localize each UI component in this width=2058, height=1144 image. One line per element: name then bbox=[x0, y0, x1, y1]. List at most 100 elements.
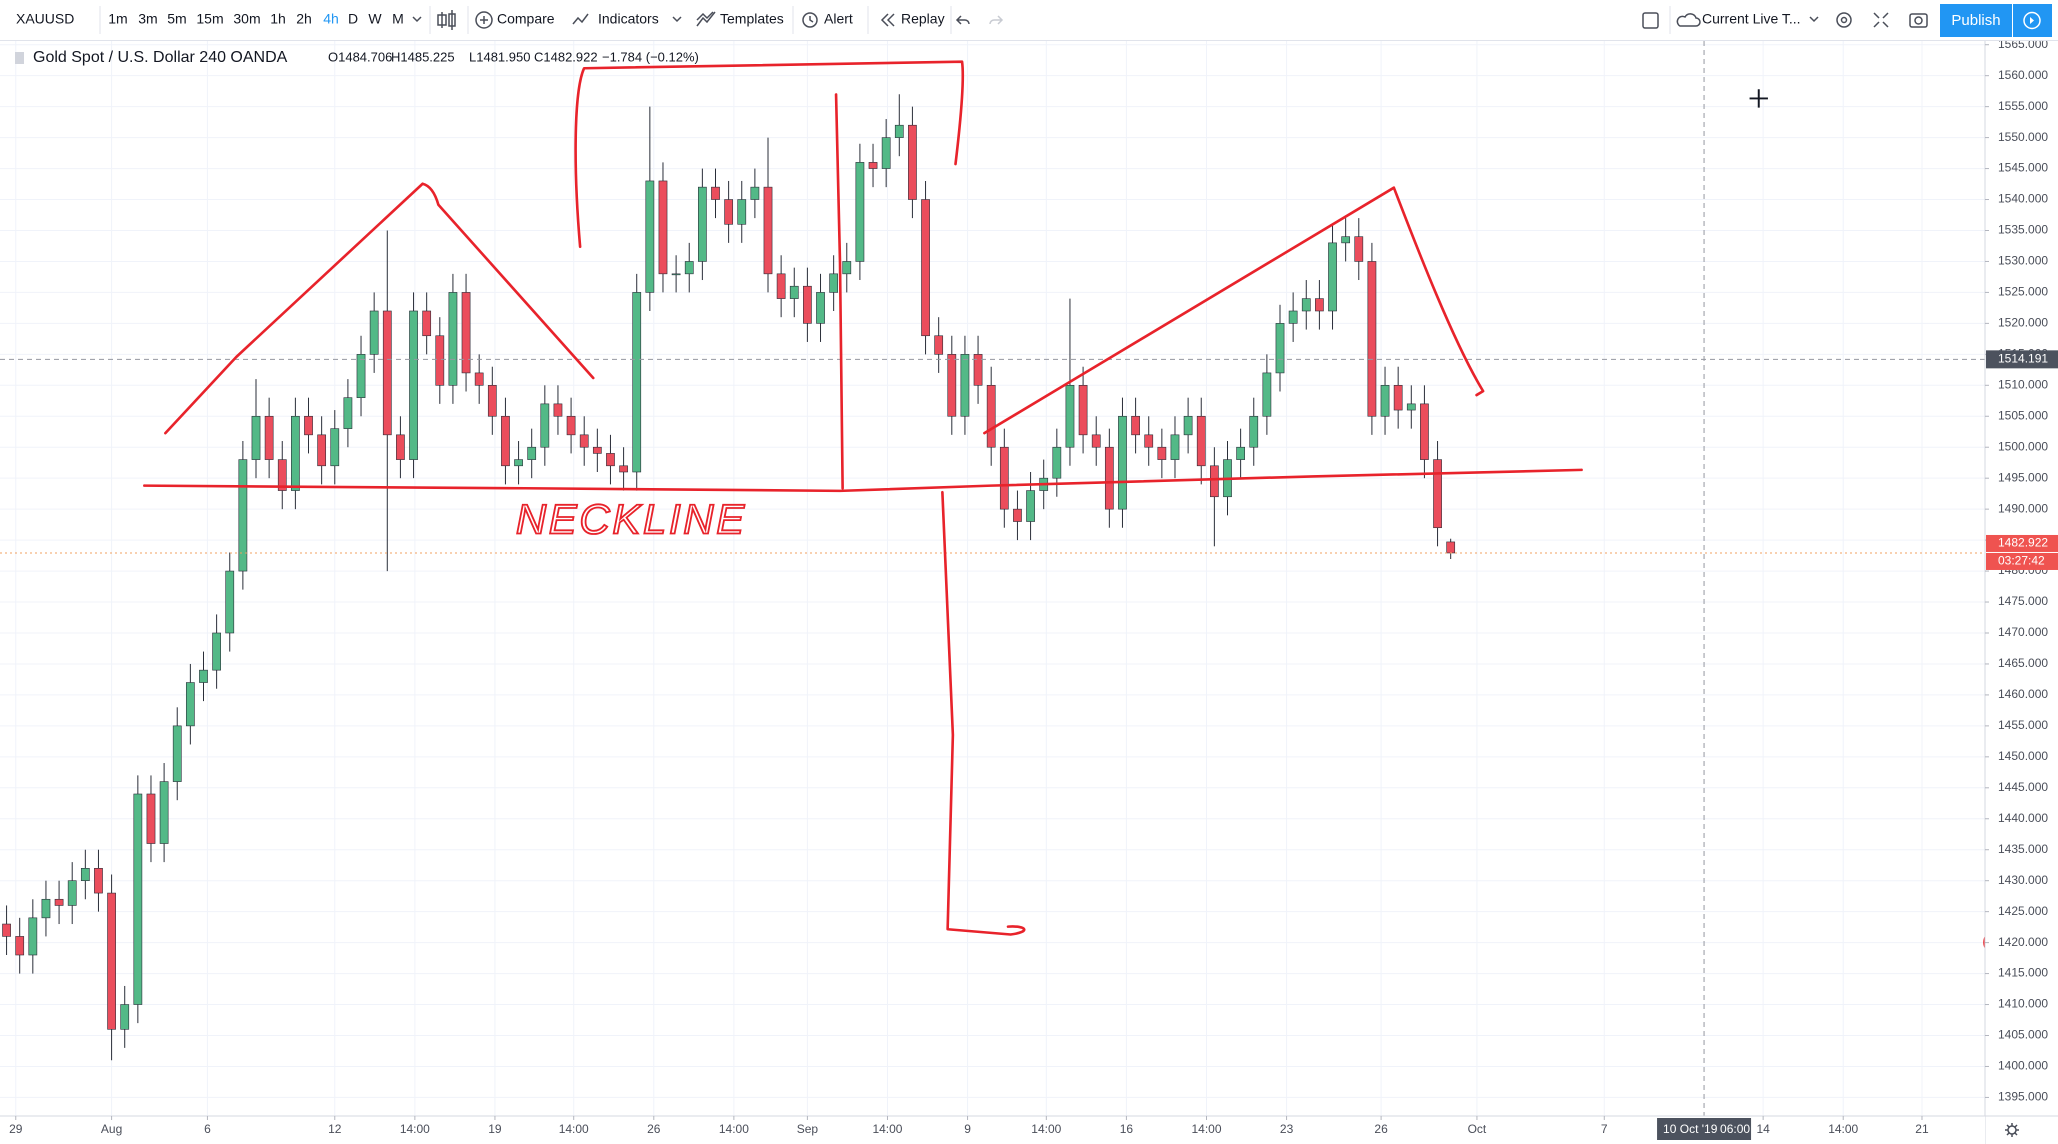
candle-body bbox=[1104, 446, 1114, 510]
candle-body bbox=[973, 354, 983, 386]
candle-body bbox=[1131, 415, 1140, 436]
interval-button[interactable]: 3m bbox=[138, 11, 157, 27]
indicators-menu[interactable] bbox=[672, 16, 682, 23]
x-tick-label: 26 bbox=[1374, 1122, 1388, 1136]
snapshot-lens bbox=[1914, 16, 1923, 25]
interval-button[interactable]: 4h bbox=[323, 11, 339, 27]
candle-body bbox=[737, 199, 747, 225]
candle-body bbox=[54, 898, 64, 906]
candle-body bbox=[1367, 261, 1377, 417]
crosshair-time-box bbox=[1657, 1118, 1752, 1140]
candle-body bbox=[1275, 323, 1285, 374]
candle-body bbox=[829, 273, 839, 293]
y-tick-label: 1470.000 bbox=[1998, 625, 2048, 639]
alert-button[interactable]: Alert bbox=[824, 11, 853, 27]
chart-type-icon[interactable] bbox=[437, 10, 456, 30]
candle-body bbox=[934, 335, 944, 355]
candle-body bbox=[304, 415, 313, 436]
y-tick-label: 1520.000 bbox=[1998, 316, 2048, 330]
y-tick-label: 1500.000 bbox=[1998, 439, 2048, 453]
settings-button[interactable] bbox=[1836, 12, 1852, 28]
candle-body bbox=[724, 199, 733, 225]
candle-body bbox=[1013, 508, 1022, 522]
replay-icon bbox=[880, 13, 895, 27]
candle-body bbox=[908, 124, 917, 200]
candle-body bbox=[960, 354, 970, 417]
interval-button[interactable]: 30m bbox=[233, 11, 260, 27]
legend-title: Gold Spot / U.S. Dollar 240 OANDA bbox=[33, 49, 288, 66]
compare-button[interactable]: Compare bbox=[497, 11, 555, 27]
candle-body bbox=[94, 868, 103, 894]
candle-body bbox=[750, 186, 760, 200]
snapshot-button[interactable] bbox=[1909, 13, 1928, 28]
candle-body bbox=[1393, 384, 1403, 411]
candle-body bbox=[474, 372, 484, 386]
symbol-search[interactable]: XAUUSD bbox=[16, 11, 74, 27]
hand-drawings: NECKLINE bbox=[143, 60, 2058, 964]
interval-button[interactable]: 15m bbox=[196, 11, 223, 27]
layout-name[interactable]: Current Live T... bbox=[1702, 11, 1801, 27]
candle-body bbox=[172, 725, 182, 782]
x-tick-label: 14 bbox=[1756, 1122, 1770, 1136]
candle-body bbox=[1315, 298, 1324, 312]
candle-body bbox=[1406, 403, 1416, 411]
fullscreen-button[interactable] bbox=[1873, 12, 1889, 28]
y-tick-label: 1450.000 bbox=[1998, 749, 2048, 763]
candle-body bbox=[1091, 434, 1101, 448]
interval-button[interactable]: 5m bbox=[167, 11, 186, 27]
redo-button[interactable] bbox=[989, 15, 1004, 25]
interval-button[interactable]: 1h bbox=[270, 11, 286, 27]
settings-button-center bbox=[1840, 16, 1848, 24]
layout-toggle[interactable] bbox=[1642, 12, 1659, 29]
legend-low: L1481.950 bbox=[469, 49, 530, 64]
candle-body bbox=[1209, 465, 1219, 498]
candle-body bbox=[711, 186, 720, 200]
candle-body bbox=[1380, 384, 1390, 417]
candle-body bbox=[540, 403, 550, 448]
y-tick-label: 1425.000 bbox=[1998, 904, 2048, 918]
interval-button[interactable]: D bbox=[348, 11, 358, 27]
y-tick-label: 1445.000 bbox=[1998, 780, 2048, 794]
replay-button[interactable]: Replay bbox=[901, 11, 945, 27]
last-price-box bbox=[1986, 534, 2058, 552]
y-tick-label: 1395.000 bbox=[1998, 1090, 2048, 1104]
indicators-button[interactable]: Indicators bbox=[598, 11, 659, 27]
candle-body bbox=[1301, 298, 1311, 312]
candle-body bbox=[291, 415, 300, 491]
candle-body bbox=[684, 261, 694, 275]
candle-body bbox=[2, 923, 11, 937]
y-tick-label: 1400.000 bbox=[1998, 1059, 2048, 1073]
interval-menu[interactable] bbox=[412, 16, 422, 23]
y-tick-label: 1440.000 bbox=[1998, 811, 2048, 825]
templates-icon bbox=[696, 11, 716, 27]
publish-button[interactable] bbox=[1940, 4, 2012, 37]
interval-button[interactable]: 2h bbox=[296, 11, 312, 27]
x-tick-label: 29 bbox=[9, 1122, 23, 1136]
candle-body bbox=[881, 137, 891, 169]
y-tick-label: 1405.000 bbox=[1998, 1028, 2048, 1042]
x-tick-label: 9 bbox=[964, 1122, 971, 1136]
candle-body bbox=[816, 292, 825, 324]
candle-body bbox=[697, 186, 707, 262]
templates-button[interactable]: Templates bbox=[720, 11, 784, 27]
interval-button[interactable]: W bbox=[368, 11, 382, 27]
x-tick-label: Aug bbox=[101, 1122, 122, 1136]
candle-body bbox=[212, 632, 221, 671]
undo-button[interactable] bbox=[955, 15, 970, 25]
candle-body bbox=[1078, 384, 1088, 436]
interval-button[interactable]: M bbox=[392, 11, 404, 27]
candle-body bbox=[422, 310, 432, 337]
y-tick-label: 1490.000 bbox=[1998, 501, 2048, 515]
y-tick-label: 1555.000 bbox=[1998, 99, 2048, 113]
candle-body bbox=[527, 446, 537, 460]
candle-body bbox=[1288, 310, 1298, 324]
countdown-label: 03:27:42 bbox=[1998, 554, 2045, 568]
compare-icon bbox=[475, 11, 493, 29]
x-tick-label: 14:00 bbox=[1031, 1122, 1061, 1136]
candle-body bbox=[1157, 446, 1167, 460]
y-tick-label: 1460.000 bbox=[1998, 687, 2048, 701]
layout-menu[interactable] bbox=[1809, 16, 1819, 23]
interval-button[interactable]: 1m bbox=[108, 11, 127, 27]
candle-body bbox=[251, 415, 261, 460]
